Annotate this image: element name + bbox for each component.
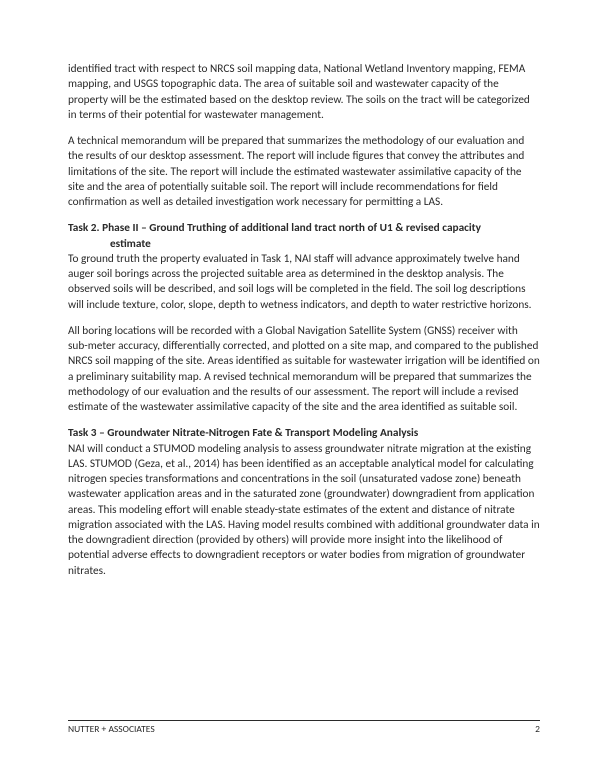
body-paragraph: A technical memorandum will be prepared …: [68, 134, 540, 210]
body-paragraph: NAI will conduct a STUMOD modeling analy…: [68, 442, 540, 579]
task2-heading: Task 2. Phase II – Ground Truthing of ad…: [68, 221, 540, 252]
body-paragraph: identified tract with respect to NRCS so…: [68, 62, 540, 123]
footer-org: NUTTER + ASSOCIATES: [68, 723, 155, 735]
body-paragraph: All boring locations will be recorded wi…: [68, 324, 540, 416]
page-footer: NUTTER + ASSOCIATES 2: [68, 720, 540, 735]
heading-line: Task 2. Phase II – Ground Truthing of ad…: [68, 221, 540, 236]
heading-line: estimate: [68, 237, 540, 252]
body-paragraph: To ground truth the property evaluated i…: [68, 252, 540, 313]
task3-heading: Task 3 – Groundwater Nitrate-Nitrogen Fa…: [68, 426, 540, 441]
heading-line: Task 3 – Groundwater Nitrate-Nitrogen Fa…: [68, 426, 540, 441]
document-page: identified tract with respect to NRCS so…: [0, 0, 600, 579]
footer-page-number: 2: [535, 723, 540, 735]
